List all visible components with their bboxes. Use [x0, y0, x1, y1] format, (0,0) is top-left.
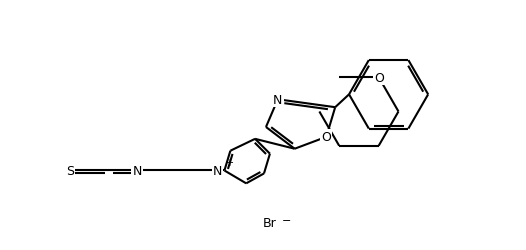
Text: O: O [374, 72, 383, 84]
Text: −: − [282, 215, 291, 225]
Text: O: O [321, 131, 331, 144]
Text: Br: Br [263, 216, 277, 230]
Text: +: + [226, 157, 234, 167]
Text: S: S [66, 164, 74, 177]
Text: N: N [213, 164, 222, 177]
Text: N: N [133, 164, 142, 177]
Text: N: N [273, 94, 282, 106]
